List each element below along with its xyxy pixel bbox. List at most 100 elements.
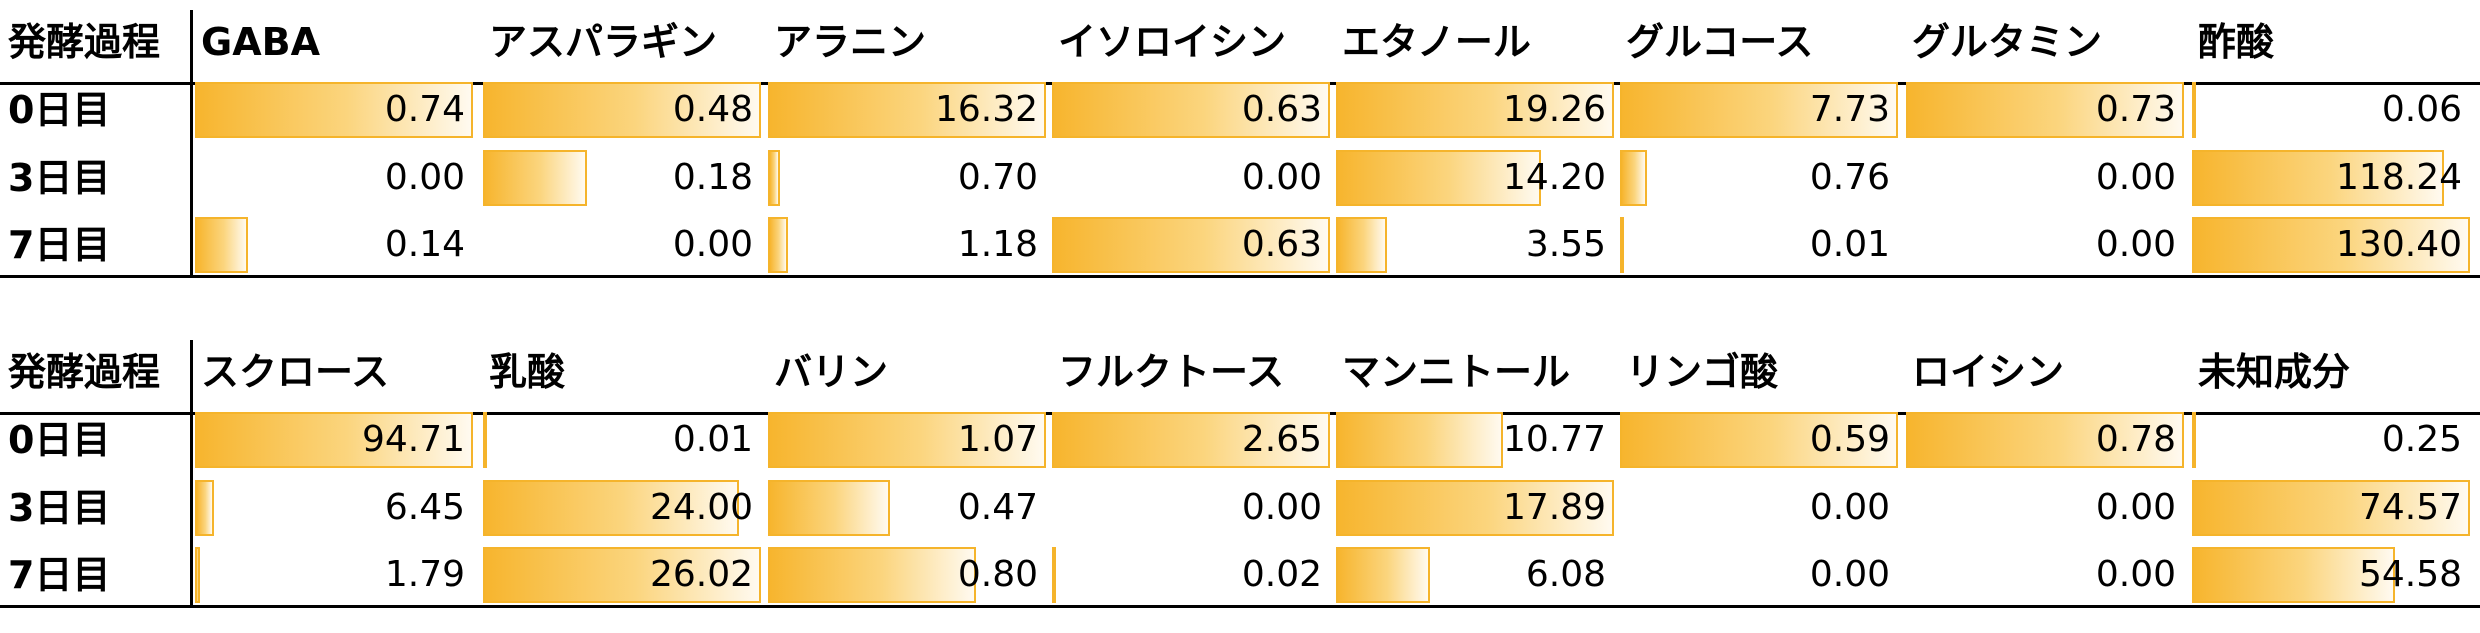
cell-value: 0.59 — [1809, 419, 1890, 460]
cell-value: 74.57 — [2358, 487, 2462, 528]
cell-value: 17.89 — [1502, 487, 1606, 528]
column-header: GABA — [201, 20, 320, 64]
cell-value: 0.14 — [384, 224, 465, 265]
column-header: リンゴ酸 — [1626, 350, 1779, 394]
column-header: 乳酸 — [489, 350, 566, 394]
data-bar — [1620, 150, 1647, 206]
data-bar — [1336, 412, 1503, 468]
row-label: 0日目 — [8, 88, 111, 132]
cell-value: 14.20 — [1502, 157, 1606, 198]
column-header: エタノール — [1342, 20, 1531, 64]
cell-value: 0.00 — [384, 157, 465, 198]
cell-value: 0.00 — [1241, 157, 1322, 198]
column-header: アスパラギン — [489, 20, 718, 64]
cell-value: 0.00 — [1809, 487, 1890, 528]
column-header: イソロイシン — [1058, 20, 1287, 64]
cell-value: 0.18 — [672, 157, 753, 198]
column-header: 酢酸 — [2198, 20, 2275, 64]
data-bar — [483, 82, 761, 138]
bottom-rule — [0, 605, 2480, 608]
column-header: グルコース — [1626, 20, 1814, 64]
column-header: スクロース — [201, 350, 390, 394]
cell-value: 0.01 — [672, 419, 753, 460]
data-bar — [2192, 82, 2196, 138]
data-bar — [195, 82, 473, 138]
cell-value: 0.25 — [2381, 419, 2462, 460]
cell-value: 118.24 — [2336, 157, 2462, 198]
data-bar — [768, 547, 976, 603]
cell-value: 0.74 — [384, 89, 465, 130]
cell-value: 19.26 — [1502, 89, 1606, 130]
bottom-rule — [0, 275, 2480, 278]
row-label: 3日目 — [8, 486, 111, 530]
cell-value: 10.77 — [1502, 419, 1606, 460]
cell-value: 0.06 — [2381, 89, 2462, 130]
data-bar — [1052, 217, 1330, 273]
row-label-divider — [190, 10, 193, 278]
column-header: グルタミン — [1912, 20, 2103, 64]
data-bar — [1336, 217, 1387, 273]
data-bar — [2192, 217, 2470, 273]
data-bar — [483, 547, 761, 603]
cell-value: 1.79 — [384, 554, 465, 595]
row-label-divider — [190, 340, 193, 608]
column-header: マンニトール — [1342, 350, 1571, 394]
cell-value: 0.80 — [957, 554, 1038, 595]
cell-value: 0.63 — [1241, 224, 1322, 265]
data-bar — [1620, 412, 1898, 468]
cell-value: 0.00 — [1809, 554, 1890, 595]
column-header: アラニン — [774, 20, 927, 64]
row-label: 7日目 — [8, 553, 111, 597]
cell-value: 24.00 — [649, 487, 753, 528]
data-bar — [195, 412, 473, 468]
cell-value: 3.55 — [1525, 224, 1606, 265]
data-bar — [1336, 82, 1614, 138]
data-bar — [1620, 217, 1624, 273]
data-bar — [1052, 82, 1330, 138]
row-label: 0日目 — [8, 418, 111, 462]
data-bar — [1620, 82, 1898, 138]
data-bar — [483, 480, 739, 536]
data-bar — [768, 412, 1046, 468]
cell-value: 0.02 — [1241, 554, 1322, 595]
cell-value: 6.45 — [384, 487, 465, 528]
cell-value: 0.00 — [2095, 487, 2176, 528]
data-bar — [483, 412, 487, 468]
cell-value: 1.07 — [957, 419, 1038, 460]
data-bar — [768, 82, 1046, 138]
data-bar — [2192, 480, 2470, 536]
data-bar — [768, 217, 788, 273]
corner-label: 発酵過程 — [8, 350, 161, 394]
cell-value: 7.73 — [1809, 89, 1890, 130]
table-top: 発酵過程 GABA アスパラギン アラニン イソロイシン エタノール グルコース グルタミン 酢… — [0, 0, 2480, 300]
data-bar — [1336, 547, 1430, 603]
data-bar — [768, 150, 780, 206]
cell-value: 0.70 — [957, 157, 1038, 198]
table-bottom: 発酵過程 スクロース 乳酸 バリン フルクトース マンニトール リンゴ酸 ロイシン 未知成分 0日… — [0, 330, 2480, 633]
cell-value: 0.00 — [1241, 487, 1322, 528]
data-bar — [1336, 150, 1541, 206]
cell-value: 0.76 — [1809, 157, 1890, 198]
cell-value: 0.00 — [2095, 157, 2176, 198]
cell-value: 1.18 — [957, 224, 1038, 265]
cell-value: 54.58 — [2358, 554, 2462, 595]
column-header: バリン — [774, 350, 889, 394]
cell-value: 26.02 — [649, 554, 753, 595]
data-bar — [195, 217, 248, 273]
data-bar — [2192, 412, 2196, 468]
data-bar — [1336, 480, 1614, 536]
cell-value: 2.65 — [1241, 419, 1322, 460]
cell-value: 0.48 — [672, 89, 753, 130]
cell-value: 0.00 — [2095, 224, 2176, 265]
data-bar — [2192, 150, 2444, 206]
column-header: 未知成分 — [2198, 350, 2351, 394]
corner-label: 発酵過程 — [8, 20, 161, 64]
data-bar — [2192, 547, 2395, 603]
data-bar — [195, 480, 214, 536]
data-bar — [1052, 547, 1056, 603]
column-header: フルクトース — [1058, 350, 1285, 394]
row-label: 7日目 — [8, 223, 111, 267]
column-header: ロイシン — [1912, 350, 2065, 394]
cell-value: 0.00 — [672, 224, 753, 265]
data-bar — [1906, 412, 2184, 468]
